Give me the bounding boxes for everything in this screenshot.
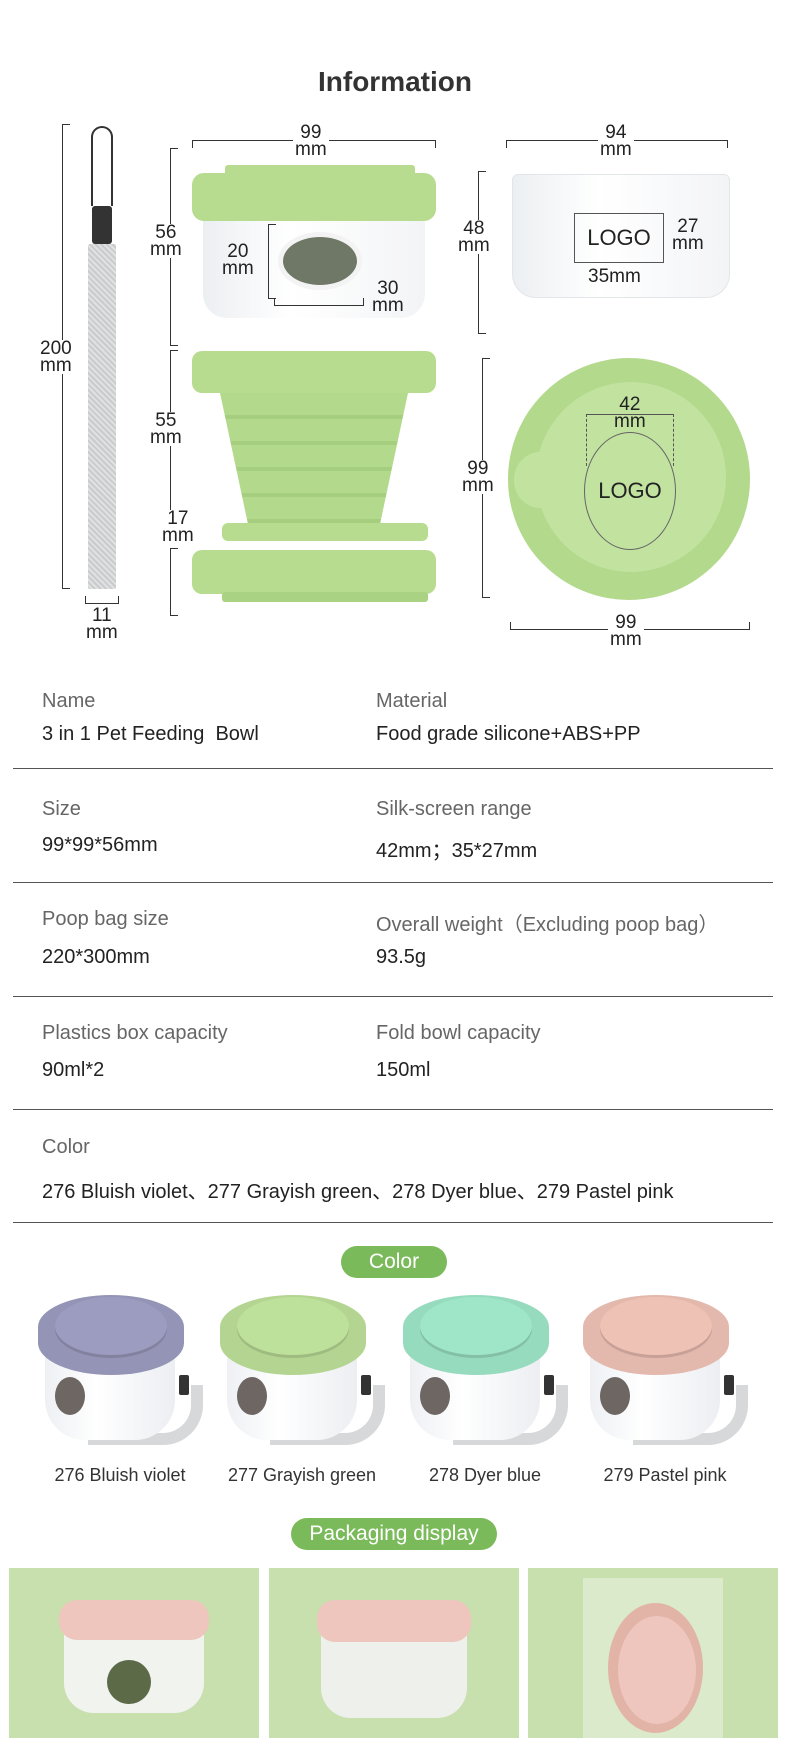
strap-clip <box>179 1375 189 1395</box>
bowl-lid <box>192 173 436 221</box>
lid-height-label: 17 mm <box>160 508 196 546</box>
strap-clip <box>92 206 112 244</box>
fold-bowl-base <box>222 523 428 541</box>
strap-width-line <box>85 596 119 604</box>
spec-value: 276 Bluish violet、277 Grayish green、278 … <box>42 1181 674 1203</box>
product-variant-label: 276 Bluish violet <box>54 1465 186 1485</box>
product-variant-label: 279 Pastel pink <box>603 1465 727 1485</box>
top-logo-label: 42 mm <box>614 394 646 432</box>
divider <box>13 1222 773 1223</box>
product-variant: 279 Pastel pink <box>578 1285 758 1485</box>
fold-bowl-body <box>220 393 408 525</box>
bowl-window <box>237 1377 267 1415</box>
top-logo-circle: LOGO <box>584 432 676 550</box>
strap-clip <box>724 1375 734 1395</box>
strap-band <box>88 244 116 589</box>
spec-value: 93.5g <box>376 946 427 968</box>
packaging-section-title: Packaging display <box>291 1518 497 1550</box>
divider <box>13 768 773 769</box>
box-logo-area: LOGO <box>574 213 664 263</box>
spec-label: Color <box>42 1136 90 1158</box>
top-logo-line <box>586 414 674 466</box>
spec-label: Plastics box capacity <box>42 1022 228 1044</box>
bowl-lid-inner <box>600 1297 712 1355</box>
bowl-width-label: 99 mm <box>293 122 329 160</box>
spec-label: Fold bowl capacity <box>376 1022 541 1044</box>
bowl-lid-inner <box>420 1297 532 1355</box>
box-height-label: 48 mm <box>456 218 492 256</box>
packaging-photo <box>528 1568 778 1738</box>
box-logo-height-label: 27 mm <box>672 216 704 254</box>
spec-value: 90ml*2 <box>42 1059 105 1081</box>
spec-label: Name <box>42 690 96 712</box>
photo-lid-inner <box>618 1616 696 1724</box>
dimension-diagram: 200 mm 11 mm 99 mm 56 mm 20 mm 30 mm 55 … <box>0 110 790 650</box>
plastic-box <box>512 174 730 298</box>
spec-value: 42mm；35*27mm <box>376 840 538 862</box>
spec-label: Overall weight（Excluding poop bag） <box>376 914 719 936</box>
packaging-photo <box>269 1568 519 1738</box>
spec-label: Size <box>42 798 81 820</box>
spec-value: 150ml <box>376 1059 431 1081</box>
window-height-line <box>268 224 276 299</box>
spec-value: Food grade silicone+ABS+PP <box>376 723 641 745</box>
box-width-label: 94 mm <box>598 122 634 160</box>
strap-loop <box>91 126 113 206</box>
bowl-lid-inner <box>237 1297 349 1355</box>
strap-length-label: 200 mm <box>38 338 74 376</box>
strap-clip <box>361 1375 371 1395</box>
spec-label: Material <box>376 690 448 712</box>
bowl-window <box>278 232 362 290</box>
bowl-window <box>55 1377 85 1415</box>
lid-bottom <box>222 592 428 602</box>
strap-clip <box>544 1375 554 1395</box>
spec-value: 99*99*56mm <box>42 834 158 856</box>
photo-lid <box>59 1600 209 1640</box>
spec-value: 220*300mm <box>42 946 150 968</box>
product-variant: 278 Dyer blue <box>398 1285 578 1485</box>
fold-height-label: 55 mm <box>148 410 184 448</box>
window-width-label: 30 mm <box>372 278 404 316</box>
top-width-label: 99 mm <box>608 612 644 650</box>
window-height-label: 20 mm <box>222 241 254 279</box>
bowl-window <box>420 1377 450 1415</box>
page-title: Information <box>318 66 472 97</box>
bowl-height-label: 56 mm <box>148 222 184 260</box>
fold-bowl-rim <box>192 351 436 393</box>
spec-value: 3 in 1 Pet Feeding Bowl <box>42 723 259 745</box>
divider <box>13 996 773 997</box>
packaging-photo <box>9 1568 259 1738</box>
lid-height-line <box>170 548 178 616</box>
photo-lid <box>317 1600 471 1642</box>
product-variant: 277 Grayish green <box>215 1285 395 1485</box>
product-variant: 276 Bluish violet <box>33 1285 213 1485</box>
top-diameter-label: 99 mm <box>460 458 496 496</box>
strap-width-label: 11 mm <box>84 605 120 643</box>
lid-top <box>192 550 436 594</box>
spec-label: Silk-screen range <box>376 798 532 820</box>
product-variant-label: 277 Grayish green <box>227 1465 377 1485</box>
bowl-lid-inner <box>55 1297 167 1355</box>
spec-label: Poop bag size <box>42 908 169 930</box>
product-variant-label: 278 Dyer blue <box>428 1465 542 1485</box>
bowl-window <box>600 1377 630 1415</box>
color-section-title: Color <box>341 1246 447 1278</box>
divider <box>13 882 773 883</box>
window-width-line <box>274 298 364 306</box>
photo-window <box>107 1660 151 1704</box>
box-logo-width-label: 35mm <box>588 266 641 287</box>
divider <box>13 1109 773 1110</box>
